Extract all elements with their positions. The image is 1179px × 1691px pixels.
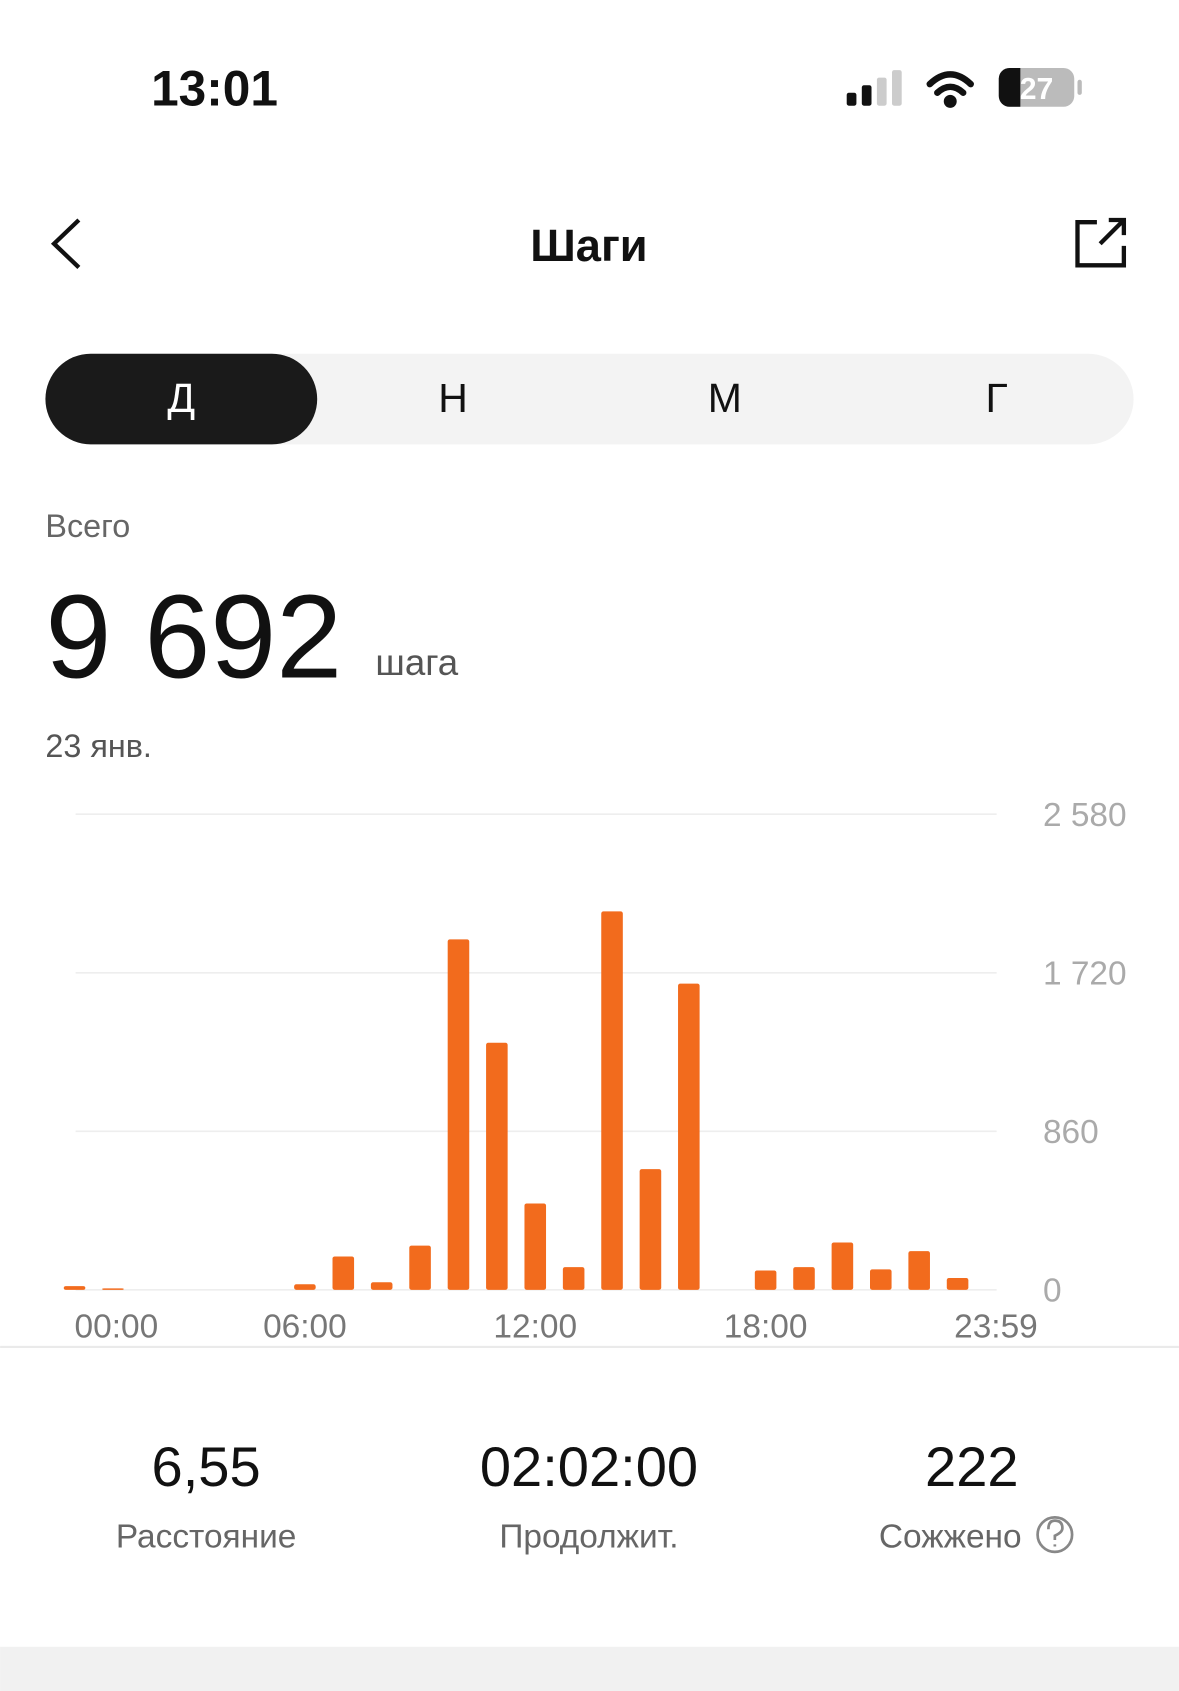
bar bbox=[486, 1042, 508, 1290]
stat-label: Расстояние bbox=[116, 1519, 297, 1556]
y-tick-label: 2 580 bbox=[1043, 797, 1127, 834]
page-title: Шаги bbox=[530, 220, 647, 271]
battery-level: 27 bbox=[1020, 73, 1054, 106]
stat-value: 02:02:00 bbox=[480, 1435, 698, 1498]
x-tick-label: 06:00 bbox=[263, 1308, 347, 1345]
wifi-icon bbox=[926, 71, 974, 108]
battery-icon: 27 bbox=[998, 67, 1082, 107]
bar bbox=[370, 1282, 393, 1290]
bar bbox=[63, 1286, 86, 1290]
total-label: Всего bbox=[45, 508, 130, 544]
stat-label: Продолжит. bbox=[499, 1519, 678, 1556]
bar bbox=[639, 1169, 662, 1290]
bar bbox=[946, 1278, 969, 1290]
bar bbox=[678, 983, 700, 1290]
bar bbox=[332, 1256, 355, 1290]
bar bbox=[562, 1267, 585, 1290]
bar bbox=[793, 1267, 815, 1290]
tab[interactable]: Д bbox=[167, 375, 195, 421]
bar bbox=[601, 911, 623, 1290]
bar bbox=[447, 939, 470, 1290]
help-icon[interactable] bbox=[1036, 1516, 1074, 1554]
signal-icon bbox=[846, 70, 902, 106]
bar bbox=[294, 1284, 316, 1290]
x-tick-label: 00:00 bbox=[75, 1308, 159, 1345]
tab-bar bbox=[45, 353, 1134, 445]
y-tick-label: 0 bbox=[1043, 1273, 1062, 1310]
stat-value: 222 bbox=[925, 1435, 1019, 1498]
clock: 13:01 bbox=[151, 61, 278, 117]
help-mark bbox=[1047, 1519, 1064, 1547]
bar bbox=[409, 1245, 431, 1290]
tab-active bbox=[45, 353, 318, 445]
y-tick-label: 860 bbox=[1043, 1114, 1099, 1151]
bar bbox=[831, 1242, 854, 1290]
x-tick-label: 12:00 bbox=[493, 1308, 577, 1345]
back-button[interactable] bbox=[50, 218, 81, 270]
help-circle bbox=[1036, 1516, 1074, 1554]
total-unit: шага bbox=[375, 642, 458, 683]
tab[interactable]: М bbox=[708, 375, 742, 421]
y-tick-label: 1 720 bbox=[1043, 956, 1127, 993]
bar bbox=[908, 1251, 930, 1290]
bar bbox=[754, 1270, 777, 1290]
date: 23 янв. bbox=[45, 728, 152, 764]
bottom-strip bbox=[0, 1646, 1179, 1691]
x-tick-label: 18:00 bbox=[724, 1308, 808, 1345]
stat-label: Сожжено bbox=[879, 1519, 1022, 1556]
share-button[interactable] bbox=[1075, 217, 1127, 268]
total-value: 9 692 bbox=[45, 571, 342, 703]
x-tick-label: 23:59 bbox=[954, 1308, 1038, 1345]
tab[interactable]: Н bbox=[438, 375, 468, 421]
bar bbox=[524, 1203, 547, 1290]
chart: 0 860 1 720 2 580 00:00 06:00 12:00 18:00 23:59 bbox=[63, 797, 1127, 1345]
tab[interactable]: Г bbox=[986, 375, 1008, 421]
stat-value: 6,55 bbox=[152, 1435, 261, 1498]
bar bbox=[870, 1269, 892, 1290]
bar bbox=[102, 1288, 124, 1290]
